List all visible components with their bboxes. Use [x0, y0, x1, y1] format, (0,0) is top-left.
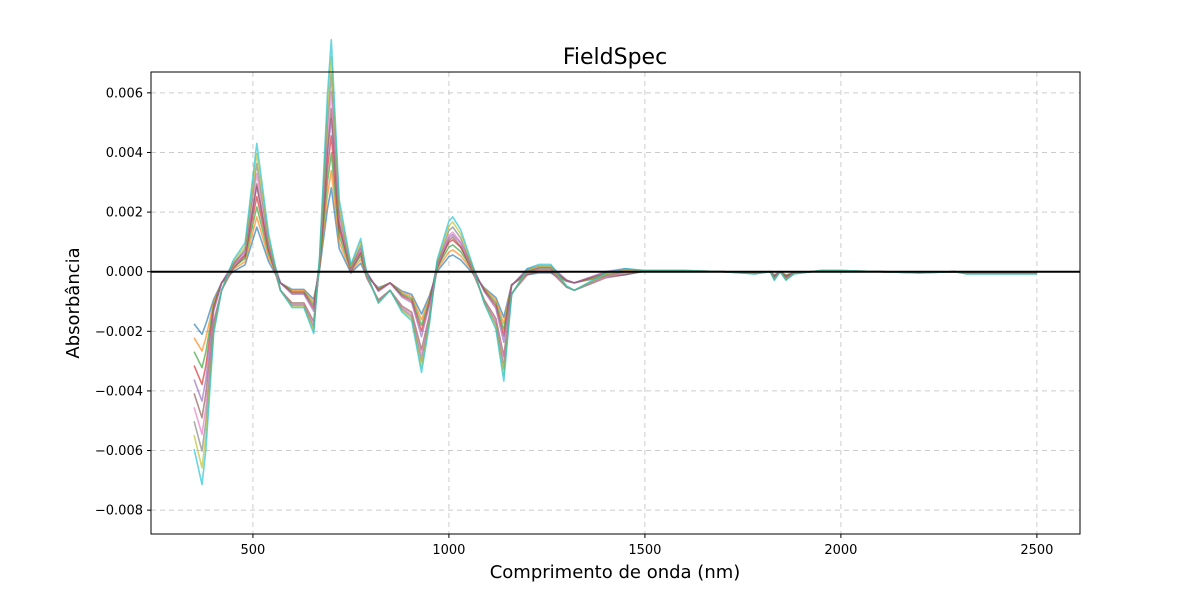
y-tick-label: −0.008	[95, 504, 143, 519]
y-tick-label: −0.004	[95, 384, 143, 399]
plot-frame	[150, 71, 1081, 535]
y-tick-label: 0.006	[106, 86, 143, 101]
chart-title: FieldSpec	[563, 45, 667, 70]
x-axis: 500 1000 1500 2000 2500	[241, 534, 1053, 558]
y-tick-label: 0.002	[106, 206, 143, 221]
x-axis-title: Comprimento de onda (nm)	[490, 562, 741, 583]
x-tick-label: 1500	[628, 543, 661, 558]
y-tick-label: −0.006	[95, 444, 143, 459]
x-tick-label: 2000	[824, 543, 857, 558]
y-tick-label: 0.004	[106, 146, 143, 161]
spectrum-line	[193, 38, 1037, 486]
series-group	[193, 38, 1037, 486]
x-tick-label: 1000	[432, 543, 465, 558]
x-tick-label: 2500	[1020, 543, 1053, 558]
y-axis: −0.008 −0.006 −0.004 −0.002 0.000 0.002 0.004 0…	[95, 86, 151, 519]
x-tick-label: 500	[241, 543, 266, 558]
y-tick-label: −0.002	[95, 325, 143, 340]
y-tick-label: 0.000	[106, 265, 143, 280]
spectrum-line	[193, 108, 1037, 419]
y-axis-title: Absorbância	[63, 247, 84, 358]
